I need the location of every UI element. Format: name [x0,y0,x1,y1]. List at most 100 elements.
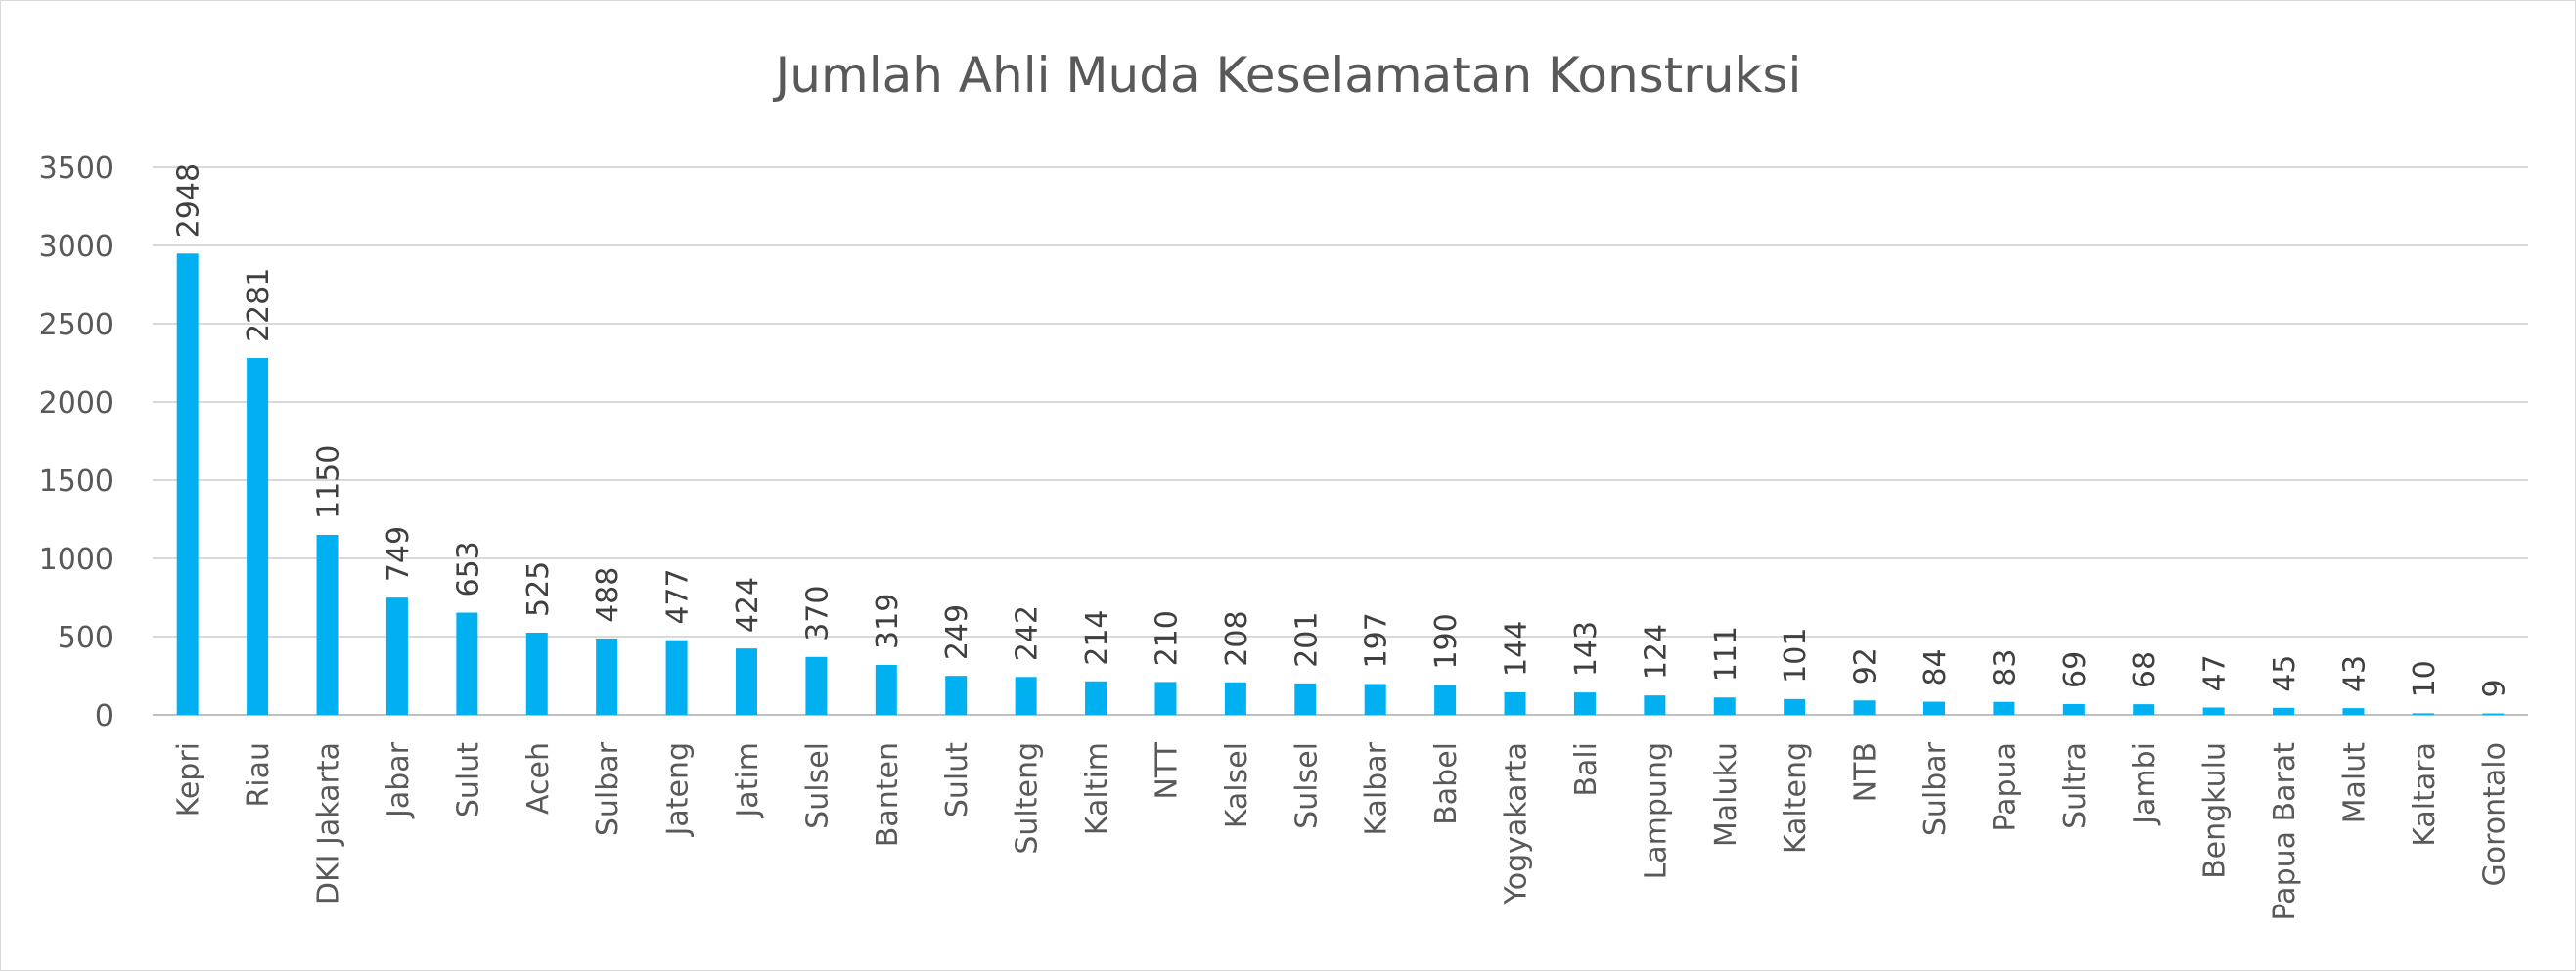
x-tick-label: Aceh [521,742,556,815]
y-tick-label: 3000 [39,230,113,264]
bar [945,676,968,715]
data-label: 525 [521,561,556,617]
bar [1364,684,1386,715]
data-label: 201 [1289,612,1324,668]
x-tick-label: Sulsel [1289,742,1324,829]
data-label: 208 [1220,610,1254,666]
x-tick-label: Kalbar [1360,741,1394,835]
bar [316,535,339,715]
x-tick-label: Papua [1988,742,2022,832]
y-tick-label: 2000 [39,386,113,420]
data-label: 1150 [312,445,346,519]
x-tick-label: Jambi [2128,742,2162,826]
x-tick-label: Sulteng [1011,742,1045,855]
data-label: 653 [451,541,485,596]
data-label: 190 [1429,613,1464,669]
x-tick-label: DKI Jakarta [312,742,346,905]
bar [1713,697,1736,715]
data-label: 2948 [172,163,206,238]
data-label: 749 [382,526,416,582]
y-tick-label: 1500 [39,464,113,499]
bar [1224,682,1246,715]
bar [1853,700,1876,715]
y-tick-label: 3500 [39,152,113,186]
data-label: 68 [2128,651,2162,688]
data-label: 477 [661,568,696,624]
y-axis-ticks: 0 500 1000 1500 2000 2500 3000 3500 [39,152,113,733]
data-label: 249 [940,604,974,660]
bar [1015,677,1037,715]
x-tick-label: Gorontalo [2477,742,2511,886]
x-tick-label: Kalsel [1220,742,1254,828]
bar [2342,708,2365,715]
bar [1154,682,1177,715]
data-label: 2281 [242,268,276,342]
x-tick-label: NTT [1150,741,1184,799]
x-tick-label: NTB [1849,742,1883,802]
x-tick-label: Jatim [731,742,765,819]
x-tick-label: Sulsel [800,742,835,829]
bar [247,358,269,715]
data-label: 143 [1569,621,1604,677]
bar [875,664,897,715]
x-tick-label: Lampung [1639,742,1673,879]
data-label: 210 [1150,610,1184,666]
bars [176,253,2505,715]
data-label: 424 [731,577,765,633]
data-label: 92 [1849,647,1883,685]
x-tick-label: Kaltara [2408,742,2442,847]
data-label: 488 [591,567,625,623]
x-tick-label: Sulbar [1919,741,1953,836]
data-label: 9 [2477,679,2511,697]
data-label: 370 [800,586,835,641]
bar [1993,701,2015,715]
y-tick-label: 500 [58,621,113,655]
x-tick-label: Babel [1429,742,1464,825]
data-label: 319 [871,594,905,649]
data-label: 43 [2337,655,2372,692]
bar [1644,695,1666,715]
bar [596,638,618,715]
bar [525,633,548,715]
chart-title: Jumlah Ahli Muda Keselamatan Konstruksi [773,47,1802,104]
data-label: 69 [2058,651,2093,688]
bar [2273,707,2295,715]
bar [456,612,478,715]
data-label: 10 [2408,660,2442,697]
x-tick-label: Banten [871,742,905,847]
bar [805,656,828,715]
bar [2482,713,2505,715]
bar [2062,703,2085,715]
data-label: 83 [1988,649,2022,686]
x-tick-label: Maluku [1709,742,1743,847]
x-tick-label: Bengkulu [2198,742,2233,879]
x-tick-label: Sulut [451,742,485,817]
bar [1085,681,1107,715]
x-tick-label: Kepri [172,742,206,817]
data-label: 111 [1709,626,1743,682]
bar [1923,701,1945,715]
data-label: 84 [1919,648,1953,685]
y-tick-label: 1000 [39,543,113,577]
x-tick-label: Jabar [382,741,416,819]
bar [385,597,408,715]
data-label: 197 [1360,612,1394,668]
x-tick-label: Kaltim [1080,742,1114,835]
x-axis-ticks: Kepri Riau DKI Jakarta Jabar Sulut Aceh Sulbar… [172,741,2512,920]
data-labels: 2948 2281 1150 749 653 525 488 477 424 370 319 249 2… [172,163,2512,698]
data-label: 47 [2198,654,2233,691]
x-tick-label: Riau [242,742,276,808]
x-tick-label: Bali [1569,742,1604,797]
bar [2412,713,2434,715]
bar [1294,683,1317,715]
y-tick-label: 2500 [39,308,113,342]
x-tick-label: Sulut [940,742,974,817]
data-label: 124 [1639,624,1673,680]
bar [1784,698,1806,715]
x-tick-label: Kalteng [1779,742,1813,854]
y-tick-label: 0 [95,699,113,733]
x-tick-label: Jateng [661,742,696,838]
x-tick-label: Papua Barat [2268,742,2302,921]
